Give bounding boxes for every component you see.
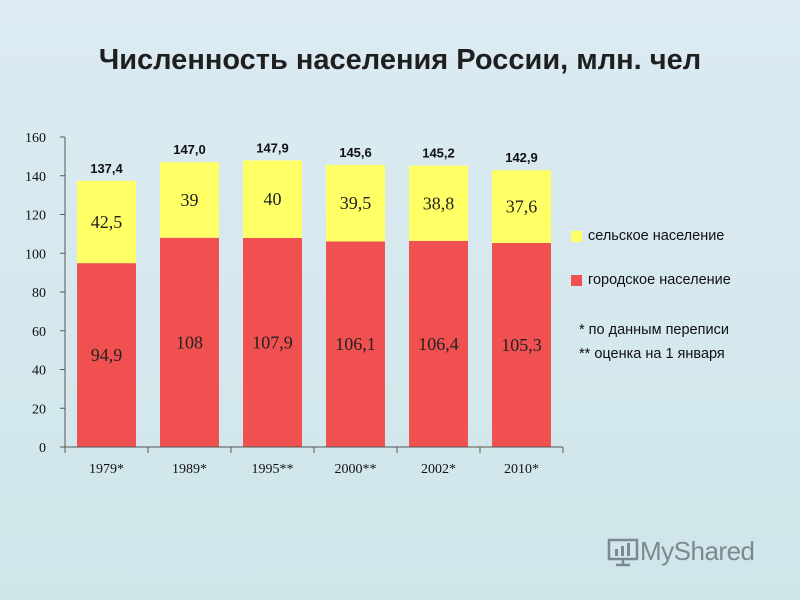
data-label-rural: 39 [181,190,199,210]
data-label-rural: 42,5 [91,212,123,232]
chart-title: Численность населения России, млн. чел [98,44,702,76]
total-label: 147,9 [256,140,289,155]
data-label-urban: 107,9 [252,332,293,352]
bar-rural [409,165,468,241]
y-tick-label: 80 [32,286,46,301]
x-tick-label: 1995** [252,462,294,477]
data-label-urban: 106,4 [418,334,459,354]
y-tick-label: 140 [25,170,46,185]
bar-urban [409,240,468,447]
data-label-urban: 94,9 [91,345,123,365]
total-label: 137,4 [90,161,123,176]
y-tick-label: 60 [32,325,46,340]
y-tick-label: 20 [32,402,46,417]
x-tick-label: 2010* [504,462,539,477]
legend-item-rural: сельское население [571,226,796,246]
x-tick-label: 1979* [89,462,124,477]
total-label: 145,2 [422,146,455,161]
data-label-rural: 39,5 [340,193,372,213]
bar-rural [160,162,219,238]
legend-swatch-rural [571,230,582,242]
bar-urban [492,242,551,447]
y-tick-label: 40 [32,364,46,379]
total-label: 147,0 [173,142,206,157]
y-tick-label: 120 [25,209,46,224]
legend-label-urban: городское население [588,272,731,288]
legend: сельское население городское население [571,226,796,314]
bar-urban [326,241,385,447]
footnotes: * по данным переписи ** оценка на 1 янва… [579,318,729,366]
data-label-urban: 105,3 [501,335,542,355]
legend-swatch-urban [571,274,582,286]
bar-rural [326,164,385,242]
bar-urban [243,237,302,447]
footnote-estimate: ** оценка на 1 января [579,346,725,362]
bar-rural [243,160,302,238]
y-tick-label: 160 [25,131,46,146]
bar-urban [160,237,219,447]
bar-rural [77,180,136,264]
bar-urban [77,263,136,447]
myshared-logo: MyShared [606,536,755,567]
data-label-rural: 40 [264,189,282,209]
x-tick-label: 2000** [335,462,377,477]
y-tick-label: 100 [25,247,46,262]
data-label-rural: 38,8 [423,193,455,213]
data-label-urban: 106,1 [335,334,376,354]
logo-text: MyShared [640,536,755,566]
data-label-urban: 108 [176,332,203,352]
legend-label-rural: сельское население [588,228,725,244]
footnote-census: * по данным переписи [579,322,729,338]
x-tick-label: 2002* [421,462,456,477]
total-label: 145,6 [339,145,372,160]
y-tick-label: 0 [39,441,46,456]
total-label: 142,9 [505,150,538,165]
bar-rural [492,170,551,243]
data-label-rural: 37,6 [506,197,538,217]
presentation-icon [607,538,639,566]
x-tick-label: 1989* [172,462,207,477]
plot-area [65,137,563,447]
legend-item-urban: городское население [571,270,796,290]
